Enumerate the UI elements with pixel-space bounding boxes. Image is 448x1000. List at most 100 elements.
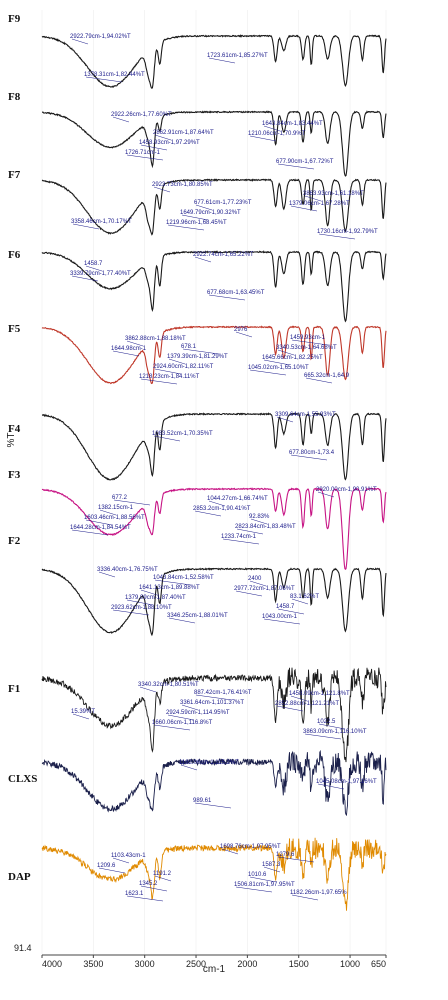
annotation-leader [263,866,281,873]
annotation-leader [167,224,205,231]
annotation-leader [140,144,168,151]
annotation-leader [263,618,301,625]
peak-annotation: 989.61 [193,798,212,804]
annotation-leader [291,598,309,605]
peak-annotation: 1345.2 [139,881,158,887]
annotation-leader [72,223,100,230]
annotation-leader [317,491,335,498]
peak-annotation: 1378.31cm-1,82.44%T [84,72,145,78]
annotation-leader [181,214,209,221]
peak-annotation: 1644.28cm-1,84.54%T [70,525,131,531]
annotation-leader [71,275,99,282]
annotation-leader [249,876,277,883]
spectrum-line-f7 [41,178,387,236]
peak-annotation: 3340.53cm-1,64.68%T [276,345,337,351]
peak-annotation: 2922.74cm-1,65.22%T [193,252,254,258]
annotation-leader [290,454,328,461]
peak-annotation: 1209.6 [97,863,116,869]
annotation-leader [98,867,126,874]
peak-annotation: 3361.64cm-1,101.37%T [180,700,244,706]
trace-label-f2: F2 [8,535,21,547]
x-tick-label: 4000 [42,959,62,969]
peak-annotation: 1043.00cm-1 [262,614,298,620]
annotation-leader [112,350,140,357]
annotation-leader [305,377,333,384]
peak-annotation: 2924.60cm-1,82.11%T [153,364,214,370]
peak-annotation: 1045.08cm-1,97.16%T [316,779,377,785]
peak-annotation: 2924.59cm-1,114.95%T [166,710,230,716]
peak-annotation: 665.32cm-1,64.9 [304,373,350,379]
peak-annotation: 1458.7 [276,604,295,610]
annotation-leader [98,571,116,578]
x-tick-label: 2000 [237,959,257,969]
peak-annotation: 83.1.62%T [290,594,319,600]
annotation-leader [208,294,246,301]
peak-annotation: 2823.84cm-1,83.48%T [235,524,296,530]
peak-annotation: 1643.84cm-1,83.44%T [262,121,323,127]
annotation-leader [222,538,260,545]
x-tick-label: 3500 [83,959,103,969]
spectrum-line-dap [41,837,387,911]
annotation-leader [291,339,329,346]
spectrum-line-f3 [41,487,387,570]
peak-annotation: 1182.06cm-1,115.2%T [179,760,239,766]
annotation-leader [85,265,103,272]
peak-annotation: 3346.25cm-1,88.01%T [167,613,228,619]
annotation-leader [304,733,342,740]
annotation-leader [235,886,273,893]
peak-annotation: 1459.93cm-1 [290,335,326,341]
peak-annotation: 677.2 [112,495,128,501]
peak-annotation: 3336.40cm-1,76.75%T [97,567,158,573]
annotation-leader [153,724,191,731]
trace-label-f5: F5 [8,323,21,335]
peak-annotation: 1587.3 [262,862,281,868]
peak-annotation: 3340.32cm-1,80.51%T [138,682,199,688]
annotation-leader [194,510,222,517]
annotation-leader [290,695,308,702]
annotation-leader [126,340,144,347]
annotation-leader [235,590,263,597]
annotation-leader [154,875,172,882]
spectrum-line-f9 [41,34,387,89]
annotation-leader [304,195,322,202]
trace-label-clxs: CLXS [8,773,37,785]
peak-annotation: 677.80cm-1,73.4 [289,450,335,456]
annotation-leader [112,857,130,864]
annotation-leader [318,723,346,730]
spectrum-line-f2 [41,567,387,637]
annotation-leader [71,38,89,45]
annotation-leader [140,589,158,596]
annotation-leader [99,509,117,516]
x-tick-label: 2500 [186,959,206,969]
annotation-leader [168,617,196,624]
annotation-leader [153,186,171,193]
peak-annotation: 2923.73cm-1,80.85%T [152,182,213,188]
peak-annotation: 3863.09cm-1,116.10%T [303,729,367,735]
peak-annotation: 1043.84cm-1,52.58%T [153,575,214,581]
peak-annotation: 3339.79cm-1,77.40%T [70,271,131,277]
annotation-leader [85,76,123,83]
annotation-leader [276,705,304,712]
annotation-leader [140,378,178,385]
spectrum-line-f1 [41,667,387,763]
peak-annotation: 2400 [248,576,262,582]
peak-annotation: 3863.93cm-1,61.18%T [303,191,364,197]
annotation-leader [154,579,192,586]
peak-annotation: 1730.16cm-1,92.79%T [317,229,378,235]
x-tick-label: 3000 [135,959,155,969]
annotation-leader [126,154,164,161]
annotation-leader [181,704,199,711]
annotation-leader [194,256,212,263]
trace-label-f6: F6 [8,249,21,261]
annotation-leader [208,57,236,64]
peak-annotation: 1649.79cm-1,90.32%T [180,210,241,216]
peak-annotation: 1644.98cm-1 [111,346,147,352]
trace-label-f1: F1 [8,683,20,695]
annotation-leader [167,714,195,721]
annotation-leader [291,894,319,901]
annotation-leader [276,416,294,423]
peak-annotation: 1726.71cm-1 [125,150,161,156]
peak-annotation: 677.68cm-1,63.45%T [207,290,265,296]
peak-annotation: 1219.96cm-1,68.45%T [166,220,227,226]
trace-label-f8: F8 [8,91,21,103]
